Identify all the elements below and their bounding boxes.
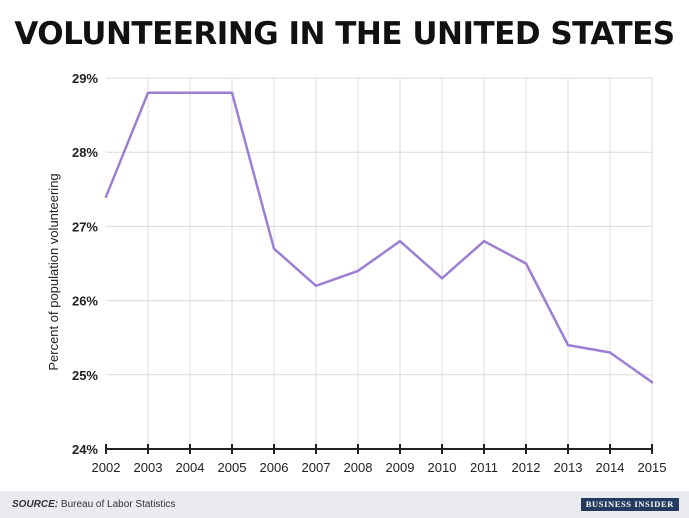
data-point-2003 bbox=[146, 91, 150, 95]
x-tick-label-2012: 2012 bbox=[512, 460, 541, 475]
footer-bar: SOURCE: Bureau of Labor Statistics BUSIN… bbox=[0, 491, 689, 518]
y-tick-label-27: 27% bbox=[72, 219, 98, 234]
publisher-logo: BUSINESS INSIDER bbox=[580, 498, 679, 511]
x-tick-label-2004: 2004 bbox=[176, 460, 205, 475]
data-point-2011 bbox=[482, 240, 486, 243]
data-point-2015 bbox=[650, 381, 654, 384]
source-text: Bureau of Labor Statistics bbox=[58, 499, 176, 510]
data-point-2004 bbox=[188, 91, 192, 95]
y-tick-label-24: 24% bbox=[72, 442, 98, 457]
x-tick-label-2011: 2011 bbox=[470, 460, 498, 475]
series-layer bbox=[104, 91, 654, 384]
y-tick-label-26: 26% bbox=[72, 294, 98, 309]
chart-title: VOLUNTEERING IN THE UNITED STATES bbox=[14, 16, 675, 52]
x-tick-label-2015: 2015 bbox=[638, 460, 667, 475]
source-note: SOURCE: Bureau of Labor Statistics bbox=[12, 499, 175, 510]
axes bbox=[105, 444, 653, 454]
x-tick-label-2010: 2010 bbox=[428, 460, 457, 475]
y-tick-label-28: 28% bbox=[72, 145, 98, 160]
data-point-2010 bbox=[440, 277, 444, 280]
x-tick-label-2003: 2003 bbox=[134, 460, 163, 475]
data-point-2008 bbox=[356, 269, 360, 273]
y-tick-label-29: 29% bbox=[72, 71, 98, 86]
data-point-2002 bbox=[104, 195, 108, 198]
y-tick-label-25: 25% bbox=[72, 368, 98, 383]
x-tick-label-2006: 2006 bbox=[260, 460, 289, 475]
data-point-2013 bbox=[566, 343, 570, 347]
x-tick-label-2007: 2007 bbox=[302, 460, 331, 475]
line-chart: 24% 25% 26% 27% 28% 29% 2002 2003 2004 2005 2006 20… bbox=[46, 71, 666, 475]
data-point-2007 bbox=[314, 284, 318, 287]
x-tick-label-2008: 2008 bbox=[344, 460, 373, 475]
x-tick-label-2013: 2013 bbox=[554, 460, 583, 475]
source-label: SOURCE: bbox=[12, 499, 59, 510]
x-tick-label-2009: 2009 bbox=[386, 460, 415, 475]
data-point-2014 bbox=[608, 351, 612, 354]
data-point-2006 bbox=[272, 247, 276, 250]
x-tick-label-2005: 2005 bbox=[218, 460, 247, 475]
x-tick-label-2002: 2002 bbox=[92, 460, 121, 475]
data-point-2012 bbox=[524, 262, 528, 265]
series-line-0 bbox=[104, 91, 654, 384]
data-point-2009 bbox=[398, 240, 402, 243]
tick-labels: 24% 25% 26% 27% 28% 29% 2002 2003 2004 2005 2006 20… bbox=[72, 71, 666, 475]
grid-lines bbox=[106, 77, 653, 449]
y-axis-label: Percent of population volunteering bbox=[46, 173, 61, 370]
data-point-2005 bbox=[230, 91, 234, 95]
x-tick-label-2014: 2014 bbox=[596, 460, 625, 475]
